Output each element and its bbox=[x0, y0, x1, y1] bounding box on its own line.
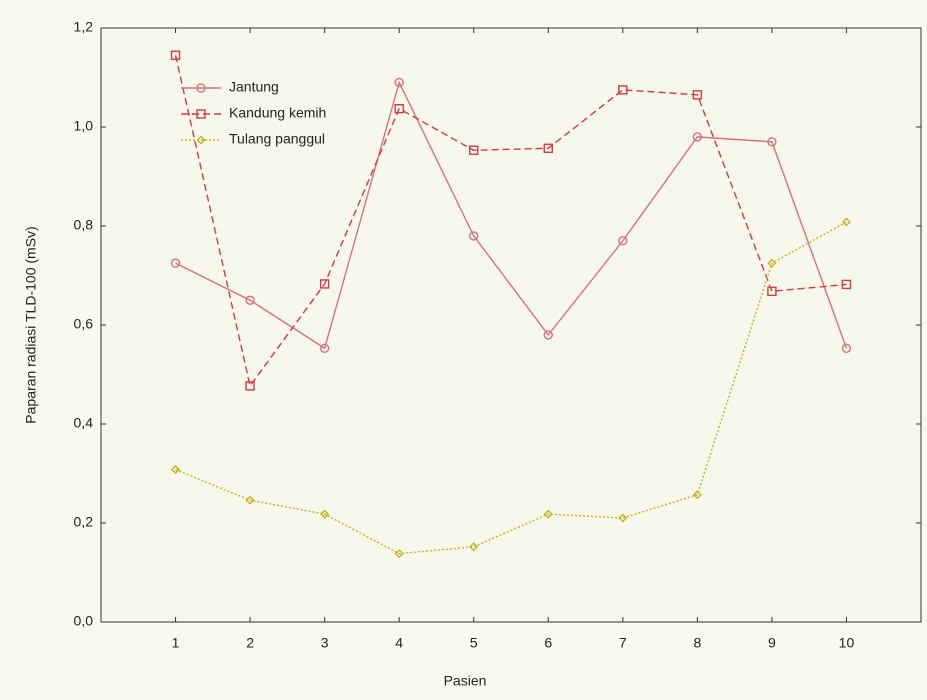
x-axis-label: Pasien bbox=[444, 673, 487, 689]
y-tick-label: 0,6 bbox=[74, 316, 94, 332]
legend-label: Tulang panggul bbox=[229, 131, 325, 147]
y-tick-label: 0,4 bbox=[74, 415, 94, 431]
y-axis-label: Paparan radiasi TLD-100 (mSv) bbox=[23, 226, 39, 423]
x-tick-label: 6 bbox=[544, 635, 552, 651]
chart: Pasien Paparan radiasi TLD-100 (mSv) 0,0… bbox=[0, 0, 927, 700]
x-tick-label: 8 bbox=[693, 635, 701, 651]
x-tick-label: 3 bbox=[321, 635, 329, 651]
x-tick-label: 7 bbox=[619, 635, 627, 651]
x-tick-label: 4 bbox=[395, 635, 403, 651]
x-tick-label: 1 bbox=[172, 635, 180, 651]
plot-area bbox=[101, 28, 921, 622]
y-tick-label: 0,0 bbox=[74, 613, 94, 629]
x-tick-label: 10 bbox=[839, 635, 855, 651]
x-tick-label: 9 bbox=[768, 635, 776, 651]
y-tick-label: 1,0 bbox=[74, 118, 94, 134]
page: Pasien Paparan radiasi TLD-100 (mSv) 0,0… bbox=[0, 0, 927, 700]
x-tick-label: 5 bbox=[470, 635, 478, 651]
x-tick-label: 2 bbox=[246, 635, 254, 651]
y-tick-label: 0,8 bbox=[74, 217, 94, 233]
y-tick-label: 1,2 bbox=[74, 19, 94, 35]
y-tick-label: 0,2 bbox=[74, 514, 94, 530]
legend-label: Jantung bbox=[229, 79, 279, 95]
legend-label: Kandung kemih bbox=[229, 105, 326, 121]
